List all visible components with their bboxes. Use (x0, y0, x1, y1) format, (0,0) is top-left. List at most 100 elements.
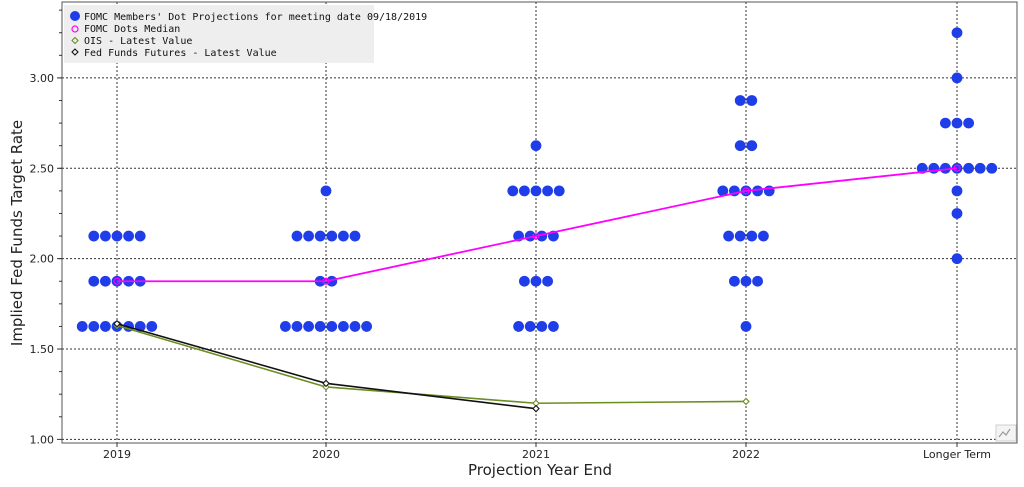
legend-label-futures: Fed Funds Futures - Latest Value (84, 48, 277, 59)
fomc-dot (111, 230, 123, 242)
fomc-dot (326, 321, 338, 332)
legend-median-marker (71, 25, 79, 33)
fomc-dot (524, 321, 536, 332)
fomc-dot (88, 321, 100, 332)
fomc-dot (746, 95, 758, 106)
fomc-dot (986, 162, 998, 174)
median-point (742, 187, 750, 195)
median-point (532, 232, 540, 240)
y-axis-title: Implied Fed Funds Target Rate (8, 120, 26, 346)
fomc-dot (530, 185, 542, 197)
fomc-dot (349, 321, 361, 332)
fomc-dot (536, 321, 548, 332)
fomc-dot (951, 72, 963, 84)
fomc-dot (100, 321, 111, 332)
fomc-dot (123, 230, 134, 242)
x-tick-label: 2021 (522, 448, 550, 461)
fomc-dot (542, 275, 553, 287)
fomc-dot (951, 208, 963, 219)
fomc-dot (303, 230, 314, 242)
x-axis-title: Projection Year End (468, 461, 612, 479)
fomc-dot (752, 275, 763, 287)
fomc-dot (519, 185, 530, 197)
ois-point (742, 397, 750, 406)
futures-point (113, 319, 121, 328)
x-tick-label: Longer Term (923, 448, 991, 461)
fomc-dot (542, 185, 553, 197)
x-tick-label: 2019 (103, 448, 131, 461)
fomc-dot (88, 275, 100, 287)
legend-label-ois: OIS - Latest Value (84, 36, 192, 47)
axes: 1.00 1.50 2.00 2.50 3.00 2019 2020 2021 2022 Long… (30, 1, 1018, 461)
y-tick-label: 1.50 (30, 343, 55, 356)
fomc-dot (734, 95, 746, 106)
chart-type-button-frame (995, 424, 1017, 442)
line-chart-icon (998, 428, 1011, 438)
fomc-dot (134, 230, 146, 242)
fomc-dot (314, 321, 326, 332)
fomc-dot (963, 117, 974, 129)
fomc-dot (280, 321, 291, 332)
fomc-dot (507, 185, 519, 197)
fomc-dot (548, 321, 559, 332)
fomc-dot (940, 162, 951, 174)
median-point (113, 277, 121, 285)
fomc-dot (729, 275, 740, 287)
fomc-dot (717, 185, 729, 197)
fomc-dot (513, 321, 524, 332)
fomc-dot (951, 185, 963, 197)
fomc-dot (291, 321, 303, 332)
fomc-dot (349, 230, 361, 242)
fomc-dot (361, 321, 372, 332)
fomc-dot (553, 185, 565, 197)
fomc-dot (734, 140, 746, 152)
fomc-dot (963, 162, 974, 174)
fomc-dot (530, 140, 542, 152)
fomc-dot (519, 275, 530, 287)
y-tick-label: 3.00 (30, 72, 55, 85)
fomc-dot (951, 253, 963, 265)
median-point (322, 277, 330, 285)
series-line-ois (116, 324, 747, 405)
fomc-dot (723, 230, 734, 242)
x-tick-label: 2022 (732, 448, 760, 461)
fomc-dot (320, 185, 332, 197)
series-lines (113, 164, 961, 413)
fomc-dot (734, 230, 746, 242)
fomc-dot (746, 140, 758, 152)
fomc-dot (530, 275, 542, 287)
fomc-dot (326, 230, 338, 242)
fomc-dot (100, 275, 111, 287)
fomc-dot (940, 117, 951, 129)
futures-point (532, 404, 540, 413)
fomc-dot (291, 230, 303, 242)
plot-frame (61, 1, 1018, 444)
chart-type-button[interactable] (995, 424, 1017, 442)
futures-point (322, 379, 330, 388)
legend-label-median: FOMC Dots Median (84, 24, 180, 35)
fomc-dot (314, 230, 326, 242)
legend-dot-marker (70, 11, 80, 21)
fomc-dot (974, 162, 986, 174)
y-tick-label: 2.00 (30, 253, 55, 266)
fomc-dot (76, 321, 88, 332)
legend: FOMC Members' Dot Projections for meetin… (64, 5, 427, 63)
fomc-dot (758, 230, 769, 242)
fomc-dot (338, 321, 349, 332)
y-tick-label: 2.50 (30, 162, 55, 175)
fomc-dot (88, 230, 100, 242)
fomc-dot (740, 321, 752, 332)
fomc-dot (752, 185, 763, 197)
legend-futures-marker (71, 48, 79, 56)
dot-projections (76, 27, 998, 332)
median-point (953, 164, 961, 172)
legend-ois-marker (71, 36, 79, 45)
fomc-dot (303, 321, 314, 332)
fomc-dot (951, 117, 963, 129)
legend-box (64, 5, 374, 63)
legend-label-dots: FOMC Members' Dot Projections for meetin… (84, 12, 427, 23)
fomc-dot (746, 230, 758, 242)
fomc-dot (146, 321, 158, 332)
x-tick-label: 2020 (312, 448, 340, 461)
